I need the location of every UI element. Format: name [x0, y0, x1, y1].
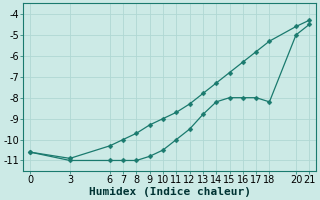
X-axis label: Humidex (Indice chaleur): Humidex (Indice chaleur) — [89, 186, 251, 197]
